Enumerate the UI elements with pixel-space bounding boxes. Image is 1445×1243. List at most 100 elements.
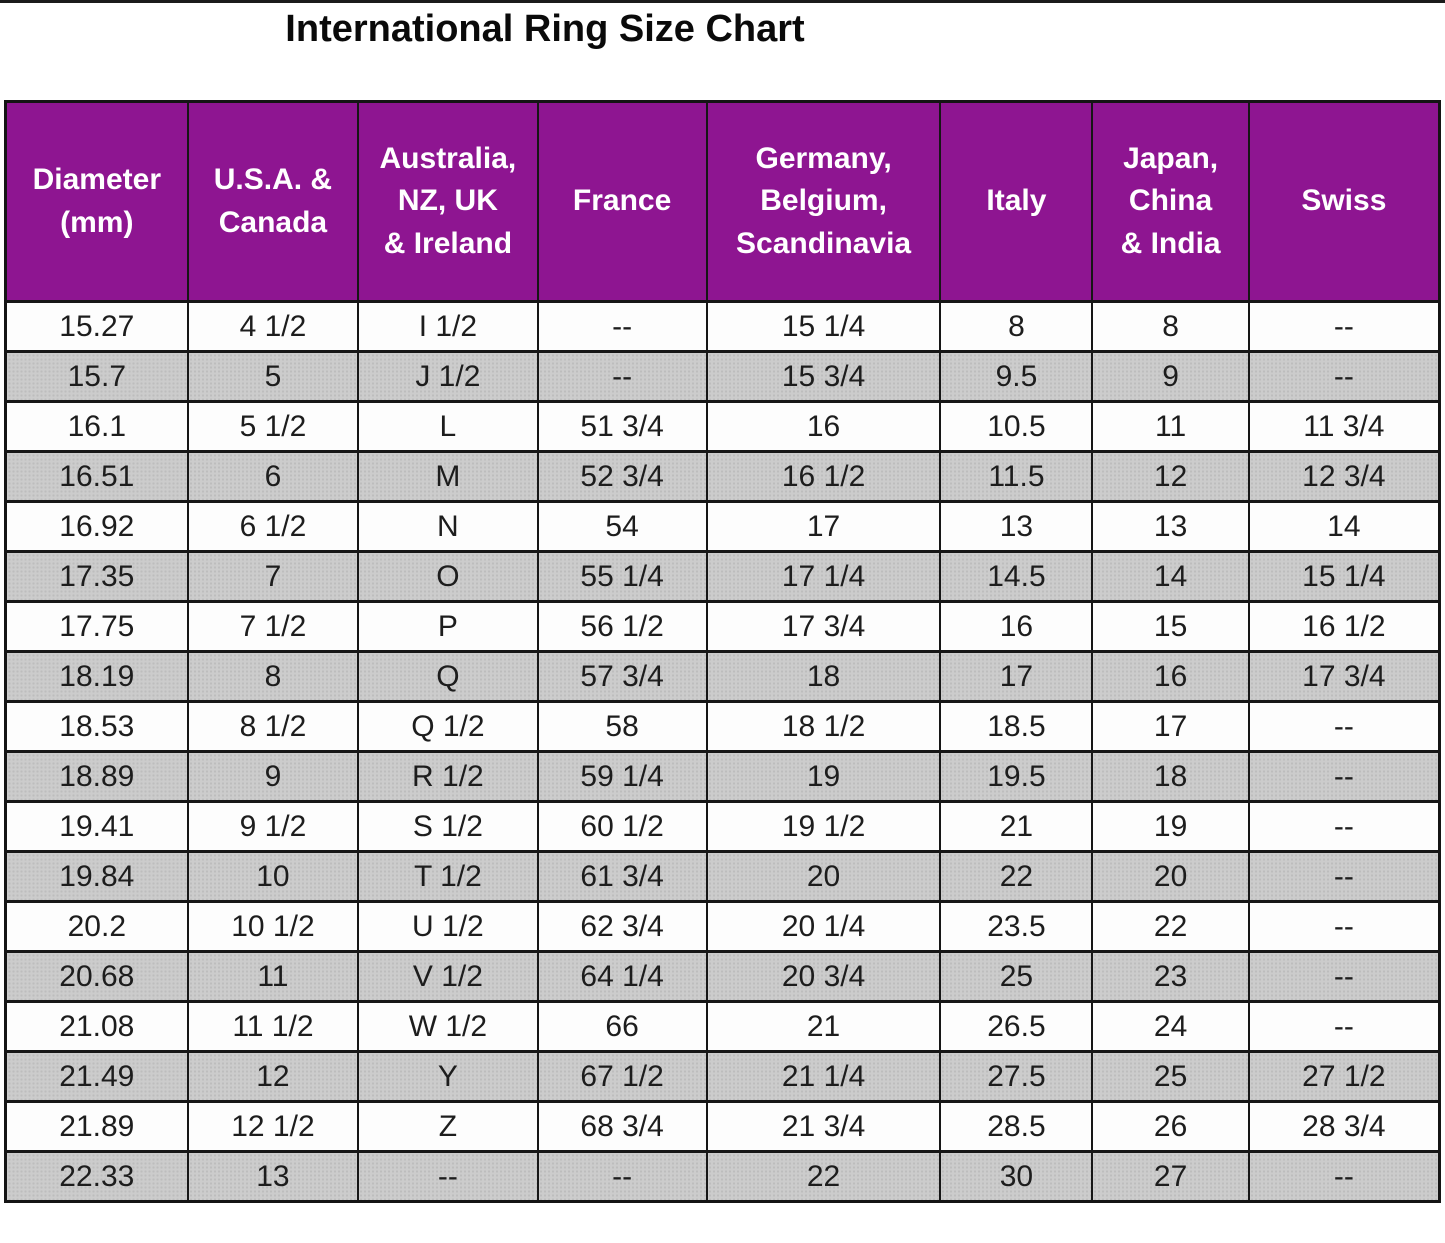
cell: 7 [186, 550, 360, 603]
cell: 28 3/4 [1247, 1100, 1441, 1153]
cell: 19 [1091, 800, 1250, 853]
cell: 19 [705, 750, 942, 803]
column-header: Australia, NZ, UK & Ireland [357, 100, 539, 303]
cell: 52 3/4 [536, 450, 708, 503]
cell: Q 1/2 [357, 700, 539, 753]
cell: 10 1/2 [186, 900, 360, 953]
cell: Q [357, 650, 539, 703]
cell: -- [1247, 700, 1441, 753]
cell: 24 [1091, 1000, 1250, 1053]
top-border-line [0, 0, 1445, 3]
cell: L [357, 400, 539, 453]
cell: 21.89 [4, 1100, 189, 1153]
cell: 21 [939, 800, 1094, 853]
cell: 18.53 [4, 700, 189, 753]
cell: 10.5 [939, 400, 1094, 453]
cell: O [357, 550, 539, 603]
table-header: Diameter (mm) U.S.A. & Canada Australia, NZ, … [4, 100, 1441, 303]
cell: 12 [1091, 450, 1250, 503]
page-title: International Ring Size Chart [285, 8, 805, 50]
cell: 18.5 [939, 700, 1094, 753]
cell: 27 1/2 [1247, 1050, 1441, 1103]
table-row: 15.27 4 1/2 I 1/2 -- 15 1/4 8 8 -- [4, 300, 1441, 353]
cell: 21 [705, 1000, 942, 1053]
cell: 15.27 [4, 300, 189, 353]
cell: 5 [186, 350, 360, 403]
cell: 61 3/4 [536, 850, 708, 903]
header-row: Diameter (mm) U.S.A. & Canada Australia, NZ, … [4, 100, 1441, 303]
table-row: 18.19 8 Q 57 3/4 18 17 16 17 3/4 [4, 650, 1441, 703]
column-header: Italy [939, 100, 1094, 303]
cell: 27 [1091, 1150, 1250, 1203]
table-row: 17.35 7 O 55 1/4 17 1/4 14.5 14 15 1/4 [4, 550, 1441, 603]
cell: 9 1/2 [186, 800, 360, 853]
table-row: 22.33 13 -- -- 22 30 27 -- [4, 1150, 1441, 1203]
cell: 13 [939, 500, 1094, 553]
cell: S 1/2 [357, 800, 539, 853]
cell: 57 3/4 [536, 650, 708, 703]
cell: 10 [186, 850, 360, 903]
cell: 7 1/2 [186, 600, 360, 653]
cell: 30 [939, 1150, 1094, 1203]
table-row: 16.51 6 M 52 3/4 16 1/2 11.5 12 12 3/4 [4, 450, 1441, 503]
cell: P [357, 600, 539, 653]
cell: 8 [186, 650, 360, 703]
cell: 19.5 [939, 750, 1094, 803]
cell: -- [1247, 800, 1441, 853]
cell: 20 1/4 [705, 900, 942, 953]
cell: 11 3/4 [1247, 400, 1441, 453]
table-body: 15.27 4 1/2 I 1/2 -- 15 1/4 8 8 -- 15.7 5 J 1/2 -- 1… [4, 300, 1441, 1203]
cell: 16 [1091, 650, 1250, 703]
cell: 20 3/4 [705, 950, 942, 1003]
cell: 16 [939, 600, 1094, 653]
column-header: Swiss [1247, 100, 1441, 303]
cell: 22 [705, 1150, 942, 1203]
cell: -- [1247, 950, 1441, 1003]
cell: 21.49 [4, 1050, 189, 1103]
cell: 18.19 [4, 650, 189, 703]
cell: 5 1/2 [186, 400, 360, 453]
cell: N [357, 500, 539, 553]
cell: 21 3/4 [705, 1100, 942, 1153]
cell: 26 [1091, 1100, 1250, 1153]
cell: 16 1/2 [1247, 600, 1441, 653]
cell: 19.84 [4, 850, 189, 903]
table-row: 20.2 10 1/2 U 1/2 62 3/4 20 1/4 23.5 22 -- [4, 900, 1441, 953]
cell: 19.41 [4, 800, 189, 853]
cell: 19 1/2 [705, 800, 942, 853]
column-header: Japan, China & India [1091, 100, 1250, 303]
cell: 20 [1091, 850, 1250, 903]
column-header: U.S.A. & Canada [186, 100, 360, 303]
cell: I 1/2 [357, 300, 539, 353]
cell: Z [357, 1100, 539, 1153]
table-row: 19.41 9 1/2 S 1/2 60 1/2 19 1/2 21 19 -- [4, 800, 1441, 853]
cell: 51 3/4 [536, 400, 708, 453]
table-row: 16.92 6 1/2 N 54 17 13 13 14 [4, 500, 1441, 553]
cell: 15 3/4 [705, 350, 942, 403]
table-row: 19.84 10 T 1/2 61 3/4 20 22 20 -- [4, 850, 1441, 903]
cell: 17 1/4 [705, 550, 942, 603]
cell: -- [1247, 300, 1441, 353]
cell: 11 [186, 950, 360, 1003]
cell: 18 [1091, 750, 1250, 803]
table-row: 15.7 5 J 1/2 -- 15 3/4 9.5 9 -- [4, 350, 1441, 403]
table-row: 20.68 11 V 1/2 64 1/4 20 3/4 25 23 -- [4, 950, 1441, 1003]
cell: -- [1247, 850, 1441, 903]
cell: -- [1247, 750, 1441, 803]
cell: 56 1/2 [536, 600, 708, 653]
cell: R 1/2 [357, 750, 539, 803]
cell: 18 [705, 650, 942, 703]
cell: 25 [1091, 1050, 1250, 1103]
cell: -- [536, 300, 708, 353]
cell: 17 [1091, 700, 1250, 753]
cell: -- [1247, 1000, 1441, 1053]
cell: 22 [1091, 900, 1250, 953]
cell: 16.51 [4, 450, 189, 503]
cell: 17 3/4 [705, 600, 942, 653]
cell: M [357, 450, 539, 503]
cell: 4 1/2 [186, 300, 360, 353]
cell: 17.35 [4, 550, 189, 603]
cell: 27.5 [939, 1050, 1094, 1103]
cell: -- [357, 1150, 539, 1203]
cell: 17 [939, 650, 1094, 703]
